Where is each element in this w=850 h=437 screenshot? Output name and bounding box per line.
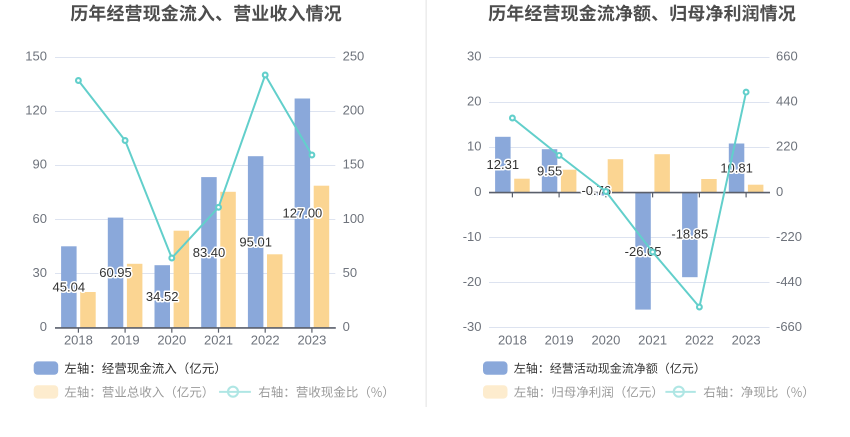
svg-text:-440: -440 [776,274,802,289]
svg-text:120: 120 [25,103,47,118]
svg-text:20: 20 [467,94,481,109]
svg-text:45.04: 45.04 [53,280,86,295]
svg-text:-20: -20 [463,274,482,289]
svg-text:95.01: 95.01 [239,234,272,249]
svg-text:-18.85: -18.85 [671,227,708,242]
svg-text:-30: -30 [463,319,482,334]
svg-text:-0.76: -0.76 [581,183,611,198]
svg-text:-10: -10 [463,229,482,244]
svg-text:440: 440 [776,94,798,109]
svg-text:34.52: 34.52 [146,289,179,304]
svg-text:10.81: 10.81 [720,161,753,176]
svg-text:150: 150 [343,157,365,172]
svg-text:2021: 2021 [204,333,233,348]
svg-text:127.00: 127.00 [283,206,323,221]
svg-text:10: 10 [467,139,481,154]
svg-text:100: 100 [343,211,365,226]
svg-text:2019: 2019 [545,333,574,348]
svg-text:250: 250 [343,49,365,64]
svg-text:60: 60 [33,211,47,226]
svg-text:2020: 2020 [157,333,186,348]
svg-text:-660: -660 [776,319,802,334]
svg-text:90: 90 [33,157,47,172]
svg-text:0: 0 [40,319,47,334]
svg-text:2020: 2020 [591,333,620,348]
svg-text:2022: 2022 [685,333,714,348]
svg-text:0: 0 [776,184,783,199]
svg-text:50: 50 [343,265,357,280]
svg-text:-220: -220 [776,229,802,244]
svg-text:60.95: 60.95 [99,265,132,280]
svg-text:200: 200 [343,103,365,118]
svg-text:83.40: 83.40 [193,245,226,260]
svg-text:220: 220 [776,139,798,154]
svg-text:2019: 2019 [111,333,140,348]
svg-text:30: 30 [467,49,481,64]
svg-text:2018: 2018 [64,333,93,348]
svg-text:2018: 2018 [498,333,527,348]
svg-text:2023: 2023 [297,333,326,348]
svg-text:2023: 2023 [732,333,761,348]
svg-text:30: 30 [33,265,47,280]
svg-text:2021: 2021 [638,333,667,348]
svg-text:2022: 2022 [251,333,280,348]
svg-text:150: 150 [25,49,47,64]
svg-text:660: 660 [776,49,798,64]
svg-text:12.31: 12.31 [487,157,520,172]
svg-text:9.55: 9.55 [537,163,562,178]
svg-text:0: 0 [343,319,350,334]
svg-text:0: 0 [474,184,481,199]
